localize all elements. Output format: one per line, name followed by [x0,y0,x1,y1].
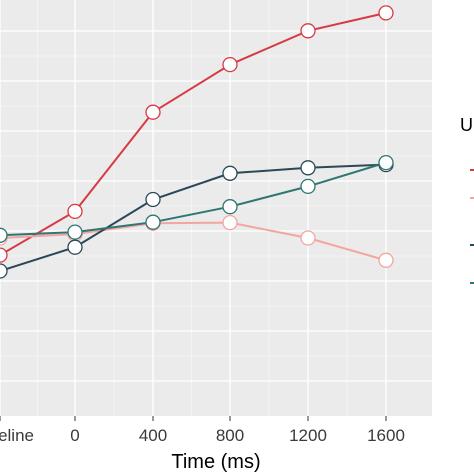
data-point [145,214,161,230]
data-point [67,203,83,220]
data-point [222,214,238,231]
x-tick-label: eline [0,426,34,445]
data-point [378,5,394,21]
data-point [0,227,8,243]
data-point [67,224,83,240]
data-point [300,160,316,176]
panel-background [0,0,432,416]
x-tick-label: 1600 [367,426,405,445]
data-point [0,263,8,279]
data-point [67,239,83,255]
x-tick-label: 1200 [289,426,327,445]
major-grid [0,0,432,416]
data-point [0,247,8,263]
series-line [0,11,387,256]
data-point [222,199,238,215]
data-point [378,252,394,268]
legend: U [460,115,474,284]
x-tick-label: 400 [139,426,167,445]
data-point [300,23,316,39]
x-axis: eline 0 400 800 1200 1600 [0,416,405,445]
data-point [222,56,238,73]
series-line [0,161,387,237]
data-point [378,154,394,171]
x-tick-label: 800 [216,426,244,445]
minor-grid [0,0,432,416]
series-line [0,163,387,272]
x-tick-label: 0 [70,426,79,445]
data-point [145,104,161,120]
data-point [300,178,316,195]
data-point [300,230,316,246]
series-line [0,221,387,262]
series-layer [0,5,394,279]
data-point [222,165,238,181]
data-point [145,191,161,208]
legend-title: U [460,115,473,135]
x-axis-title: Time (ms) [171,451,260,473]
